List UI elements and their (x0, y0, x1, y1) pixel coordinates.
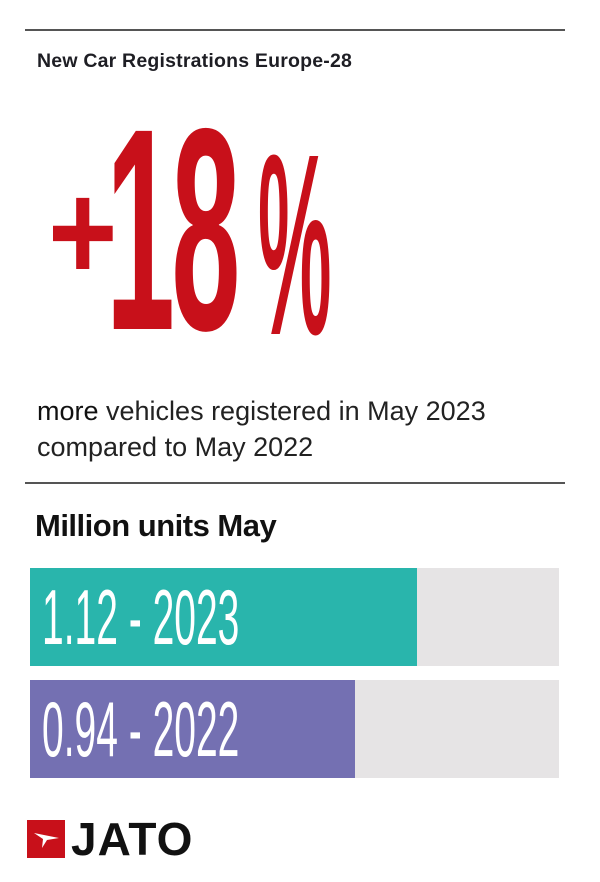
bar-2023: 1.12 - 2023 (30, 568, 418, 666)
description-line1: vehicles registered in May 2023 (98, 396, 486, 426)
headline-percent: % (257, 105, 332, 384)
bar-label-2022: 0.94 - 2022 (42, 685, 240, 773)
headline-plus: + (48, 153, 118, 310)
bar-label-2023: 1.12 - 2023 (42, 573, 240, 661)
jato-logo: JATO (27, 816, 193, 862)
description-line2: compared to May 2022 (37, 432, 314, 462)
bar-track-2023: 1.12 - 2023 (30, 568, 559, 666)
middle-divider (25, 482, 565, 484)
logo-arrow-icon (27, 820, 65, 858)
bar-2022: 0.94 - 2022 (30, 680, 355, 778)
headline-value: 18 (106, 69, 240, 391)
description-emphasis: more (37, 396, 99, 426)
bar-track-2022: 0.94 - 2022 (30, 680, 559, 778)
page-title: New Car Registrations Europe-28 (37, 50, 353, 72)
logo-text: JATO (71, 813, 194, 865)
description: more vehicles registered in May 2023 com… (37, 393, 486, 465)
top-divider (25, 29, 565, 31)
chart-title: Million units May (35, 508, 277, 543)
